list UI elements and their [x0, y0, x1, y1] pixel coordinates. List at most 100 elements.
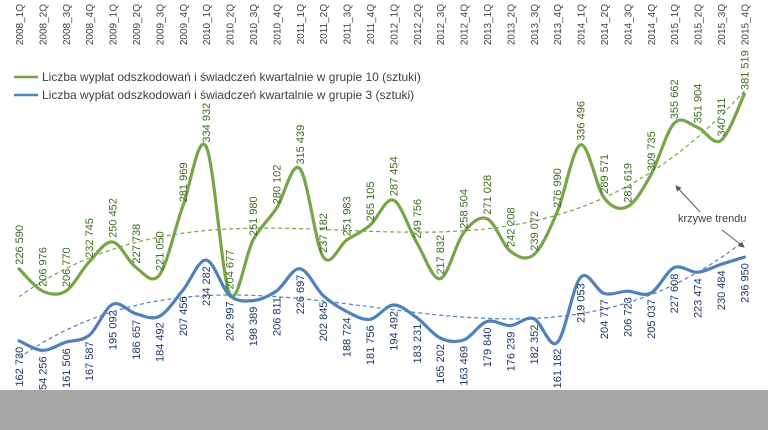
series-line-blue [17, 255, 746, 353]
trend-line-green [18, 90, 745, 298]
data-label: 381 519 [739, 50, 751, 90]
data-label: 163 469 [459, 346, 471, 386]
trend-annotation-label: krzywe trendu [678, 213, 746, 225]
x-tick-label: 2009_2Q [132, 4, 143, 45]
data-label: 219 053 [576, 283, 588, 323]
data-label: 202 997 [225, 301, 237, 341]
data-label: 236 950 [739, 263, 751, 303]
x-tick-label: 2014_4Q [647, 4, 658, 45]
data-label: 198 389 [248, 307, 260, 347]
data-label: 351 904 [693, 84, 705, 124]
data-label: 195 092 [108, 310, 120, 350]
data-label: 239 072 [529, 211, 541, 251]
data-label: 334 932 [201, 103, 213, 143]
x-tick-label: 2015_4Q [740, 4, 751, 45]
data-label: 271 028 [482, 175, 494, 215]
data-label: 227 608 [669, 274, 681, 314]
x-tick-label: 2014_1Q [577, 4, 588, 45]
legend-label-green: Liczba wypłat odszkodowań i świadczeń kw… [42, 70, 421, 84]
data-label: 179 840 [482, 328, 494, 368]
x-tick-label: 2008_4Q [85, 4, 96, 45]
x-tick-label: 2009_1Q [109, 4, 120, 45]
x-tick-label: 2010_1Q [202, 4, 213, 45]
data-label: 206 770 [61, 247, 73, 287]
x-tick-label: 2010_3Q [249, 4, 260, 45]
data-label: 340 311 [716, 98, 728, 137]
x-tick-label: 2010_2Q [226, 4, 237, 45]
data-label: 183 231 [412, 324, 424, 364]
data-label: 165 202 [435, 344, 447, 384]
data-label: 315 439 [295, 125, 307, 165]
x-tick-label: 2009_3Q [155, 4, 166, 45]
data-label: 258 504 [459, 189, 471, 229]
data-label: 206 811 [271, 297, 283, 336]
x-tick-label: 2014_3Q [623, 4, 634, 45]
data-label: 226 590 [14, 225, 26, 265]
x-tick-label: 2010_4Q [272, 4, 283, 45]
data-label: 207 456 [178, 296, 190, 336]
x-tick-label: 2013_4Q [553, 4, 564, 45]
data-label: 287 454 [388, 156, 400, 196]
x-tick-label: 2008_1Q [15, 4, 26, 45]
x-tick-label: 2011_1Q [296, 4, 307, 45]
data-label: 217 832 [435, 235, 447, 275]
data-label: 281 969 [178, 163, 190, 203]
data-label: 194 492 [388, 311, 400, 351]
data-label: 223 474 [693, 278, 705, 318]
data-label: 289 571 [599, 154, 611, 194]
x-tick-label: 2008_3Q [62, 4, 73, 45]
x-tick-label: 2012_2Q [413, 4, 424, 45]
x-tick-label: 2013_1Q [483, 4, 494, 45]
data-label: 181 756 [365, 325, 377, 365]
data-label: 186 657 [131, 320, 143, 360]
data-label: 234 282 [201, 266, 213, 306]
data-label: 250 452 [108, 198, 120, 238]
data-label: 221 050 [154, 231, 166, 271]
legend-label-blue: Liczba wypłat odszkodowań i świadczeń kw… [42, 88, 414, 102]
x-tick-label: 2011_4Q [366, 4, 377, 45]
x-tick-label: 2013_3Q [530, 4, 541, 45]
x-tick-label: 2012_1Q [389, 4, 400, 45]
data-label: 309 735 [646, 131, 658, 171]
x-tick-label: 2011_3Q [343, 4, 354, 45]
x-axis-ticks: 2008_1Q 2008_2Q 2008_3Q 2008_4Q 2009_1Q 2009_… [15, 4, 751, 45]
data-label: 154 256 [37, 356, 49, 390]
data-label: 161 506 [61, 348, 73, 388]
x-tick-label: 2015_3Q [717, 4, 728, 45]
data-label: 336 496 [576, 101, 588, 141]
data-label: 162 730 [14, 347, 26, 387]
data-label: 280 102 [271, 165, 283, 205]
series-line-green [17, 92, 746, 298]
trend-lines [18, 90, 745, 359]
trend-line-blue [18, 240, 745, 359]
data-label: 227 738 [131, 224, 143, 264]
x-tick-label: 2015_2Q [694, 4, 705, 45]
data-label: 251 983 [342, 196, 354, 236]
data-label: 206 976 [37, 247, 49, 287]
data-label: 167 587 [84, 341, 96, 381]
data-label: 230 484 [716, 270, 728, 310]
trend-arrow-green [675, 185, 701, 213]
x-tick-label: 2013_2Q [506, 4, 517, 45]
data-label: 249 756 [412, 199, 424, 239]
x-tick-label: 2014_2Q [600, 4, 611, 45]
data-label: 176 239 [505, 332, 517, 372]
data-label: 251 980 [248, 196, 260, 236]
data-label: 242 208 [505, 207, 517, 247]
data-label: 205 037 [646, 299, 658, 339]
data-label: 206 723 [622, 297, 634, 337]
data-label: 182 352 [529, 325, 541, 365]
x-tick-label: 2011_2Q [319, 4, 330, 45]
data-label: 202 845 [318, 302, 330, 342]
data-label: 355 662 [669, 79, 681, 119]
x-tick-label: 2009_4Q [179, 4, 190, 45]
data-label: 281 619 [622, 163, 634, 203]
data-label: 204 677 [225, 250, 237, 290]
line-chart: 2008_1Q 2008_2Q 2008_3Q 2008_4Q 2009_1Q 2009_… [14, 4, 751, 390]
trend-arrow-blue [721, 229, 745, 248]
trend-annotation: krzywe trendu [675, 185, 746, 248]
data-label: 226 697 [295, 275, 307, 315]
data-label: 188 724 [342, 317, 354, 357]
footer-band [0, 390, 768, 430]
legend: Liczba wypłat odszkodowań i świadczeń kw… [14, 70, 421, 102]
